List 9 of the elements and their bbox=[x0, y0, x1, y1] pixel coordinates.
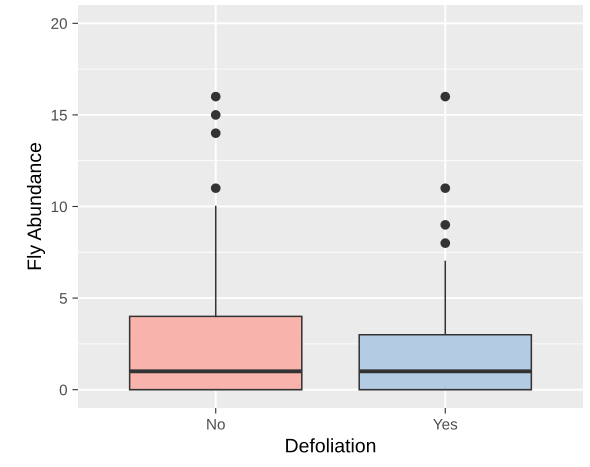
y-tick-label: 5 bbox=[60, 293, 67, 304]
y-tick-label: 10 bbox=[52, 201, 67, 212]
y-axis-title: Fly Abundance bbox=[26, 143, 46, 270]
y-tick-label: 15 bbox=[52, 110, 67, 121]
y-tick-label: 0 bbox=[60, 384, 67, 396]
y-tick-label: 20 bbox=[51, 18, 67, 30]
x-tick-label: No bbox=[207, 418, 225, 430]
x-axis-title: Defoliation bbox=[286, 438, 376, 452]
x-tick-label: Yes bbox=[433, 418, 458, 430]
